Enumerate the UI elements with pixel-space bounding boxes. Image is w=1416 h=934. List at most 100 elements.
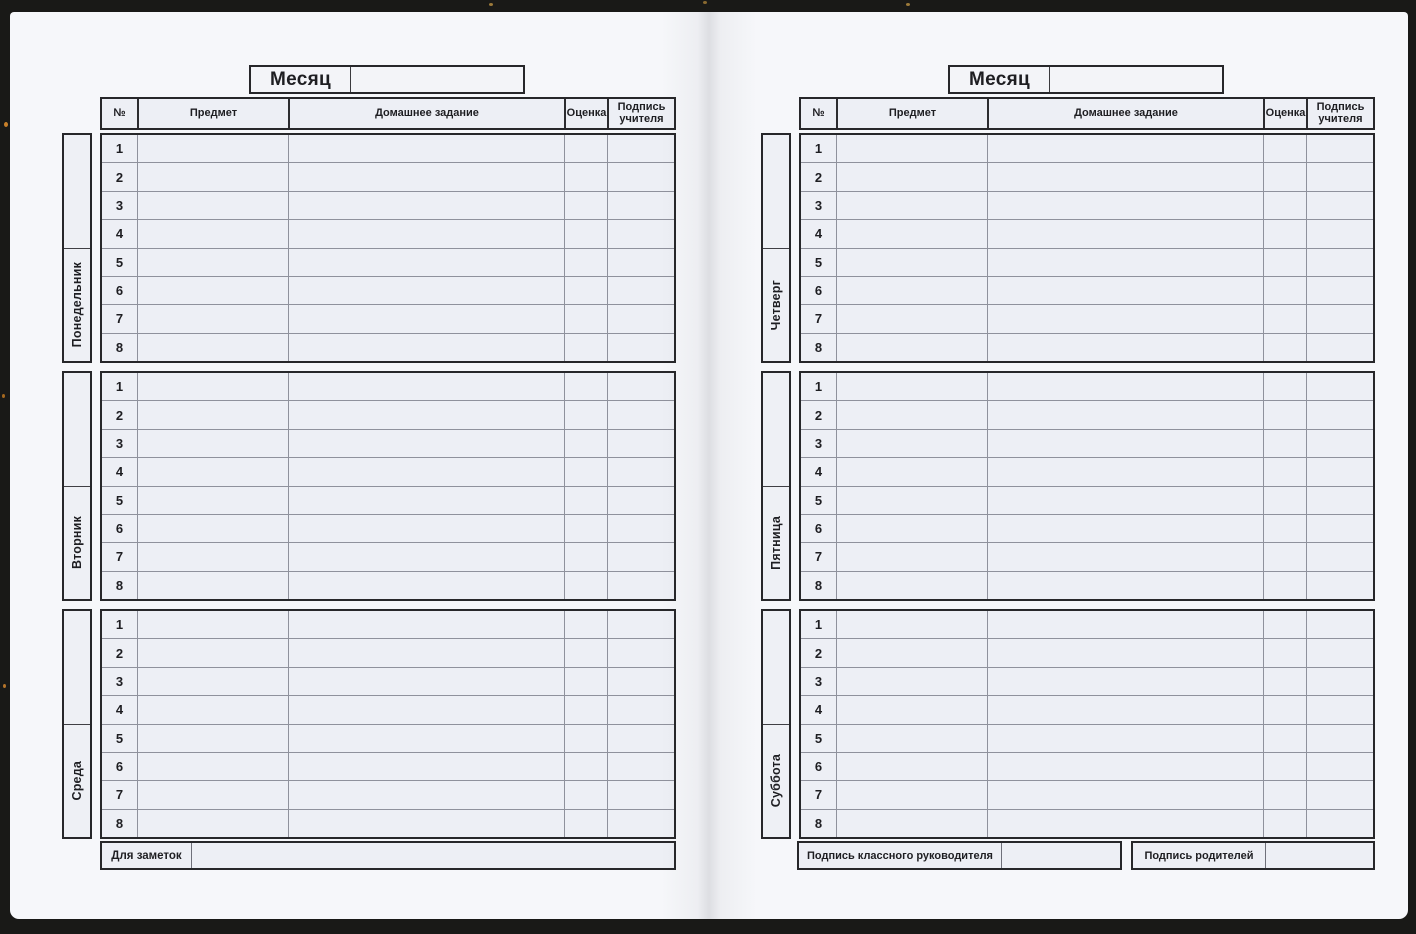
lesson-row: 1 [801,373,1373,401]
lesson-row: 6 [102,751,674,781]
teacher-signature-cell [1306,514,1373,543]
day-sidebar-bottom-half: Пятница [763,487,789,600]
lesson-row: 3 [102,666,674,696]
homework-cell [288,639,564,667]
day-lessons-table: 1 2 3 4 5 6 7 8 [100,609,676,839]
homework-cell [987,514,1263,543]
lesson-number-cell: 8 [814,815,823,831]
lesson-number-cell: 4 [814,226,823,242]
homework-cell [987,639,1263,667]
teacher-signature-cell [1306,276,1373,305]
lesson-row: 8 [801,570,1373,599]
teacher-signature-cell [607,781,674,809]
teacher-signature-cell [607,305,674,333]
lesson-number-cell: 6 [814,759,823,775]
subject-cell [137,333,288,361]
homework-cell [288,696,564,724]
lesson-number-cell: 2 [115,169,124,185]
column-header-homework: Домашнее задание [288,99,564,128]
lesson-row: 1 [801,611,1373,639]
grade-cell [564,429,607,458]
teacher-signature-cell [607,191,674,220]
lesson-row: 1 [102,611,674,639]
teacher-signature-cell [607,752,674,781]
teacher-signature-cell [607,809,674,837]
lesson-number-cell: 2 [814,407,823,423]
lesson-row: 1 [801,135,1373,163]
column-header-homework: Домашнее задание [987,99,1263,128]
subject-cell [137,458,288,486]
lesson-number-cell: 5 [115,492,124,508]
teacher-signature-cell [607,333,674,361]
grade-cell [1263,248,1306,276]
homework-cell [987,752,1263,781]
grade-cell [564,781,607,809]
lesson-number-cell: 1 [814,379,823,395]
homework-cell [288,220,564,248]
subject-cell [836,135,987,163]
lesson-row: 2 [801,400,1373,429]
grade-cell [564,276,607,305]
day-lessons-table: 1 2 3 4 5 6 7 8 [799,371,1375,601]
teacher-signature-cell [1306,611,1373,639]
day-sidebar: Суббота [761,609,791,839]
lesson-row: 7 [801,542,1373,571]
grade-cell [1263,667,1306,696]
day-sidebar-top-half [64,611,90,725]
grade-cell [564,696,607,724]
homework-cell [987,458,1263,486]
homework-cell [987,163,1263,191]
subject-cell [137,639,288,667]
day-sidebar-bottom-half: Четверг [763,249,789,362]
homework-cell [987,305,1263,333]
lesson-row: 2 [801,638,1373,667]
lesson-number-cell: 4 [814,702,823,718]
parents-signature-label: Подпись родителей [1133,843,1266,868]
teacher-signature-cell [1306,639,1373,667]
grade-cell [1263,220,1306,248]
day-sidebar-top-half [763,373,789,487]
grade-cell [1263,333,1306,361]
grade-cell [1263,514,1306,543]
homework-cell [288,429,564,458]
grade-cell [564,305,607,333]
teacher-signature-cell [607,276,674,305]
grade-cell [1263,639,1306,667]
lesson-row: 6 [102,275,674,305]
grade-cell [1263,458,1306,486]
lesson-number-cell: 7 [814,549,823,565]
lesson-row: 3 [102,428,674,458]
subject-cell [836,611,987,639]
subject-cell [836,696,987,724]
day-lessons-table: 1 2 3 4 5 6 7 8 [100,371,676,601]
subject-cell [137,543,288,571]
day-sidebar-top-half [64,135,90,249]
diary-page-left: Месяц № Предмет Домашнее задание Оценка … [10,12,709,919]
subject-cell [836,514,987,543]
lesson-row: 7 [801,780,1373,809]
teacher-signature-cell [1306,696,1373,724]
lesson-number-cell: 7 [115,549,124,565]
teacher-signature-cell [607,429,674,458]
lesson-row: 8 [102,570,674,599]
lesson-number-cell: 6 [115,759,124,775]
lesson-number-cell: 1 [814,141,823,157]
grade-cell [564,373,607,401]
teacher-signature-cell [607,667,674,696]
homework-cell [987,667,1263,696]
grade-cell [564,220,607,248]
teacher-signature-cell [1306,752,1373,781]
grade-cell [564,163,607,191]
day-sidebar-bottom-half: Среда [64,725,90,838]
teacher-signature-cell [607,514,674,543]
day-sidebar: Пятница [761,371,791,601]
day-sidebar-bottom-half: Вторник [64,487,90,600]
homework-cell [987,333,1263,361]
notes-value-field [192,843,674,868]
subject-cell [137,486,288,514]
subject-cell [836,373,987,401]
lesson-row: 4 [102,457,674,486]
cover-speck [703,1,707,4]
lesson-row: 6 [102,513,674,543]
teacher-signature-cell [1306,220,1373,248]
